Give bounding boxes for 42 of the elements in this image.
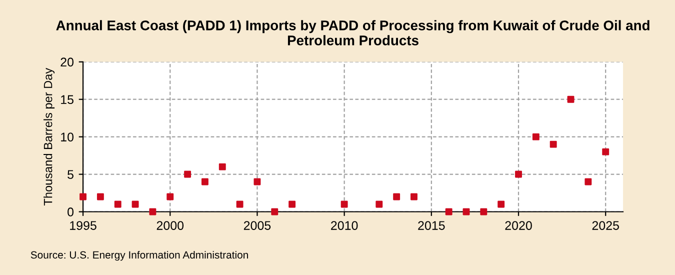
point: [584, 178, 592, 186]
point: [567, 96, 574, 103]
y-tick-label: 5: [68, 170, 74, 179]
point: [532, 133, 540, 140]
point: [184, 170, 192, 178]
x-tick-label: 2010: [331, 221, 358, 230]
point: [254, 178, 261, 186]
x-tick-label: 1995: [70, 221, 96, 230]
x-tick-label: 2025: [592, 221, 619, 230]
point: [410, 193, 418, 200]
point: [480, 208, 488, 216]
point: [462, 208, 470, 216]
y-tick-label: 15: [61, 95, 74, 104]
point: [236, 200, 244, 208]
point: [288, 200, 296, 208]
point: [376, 200, 383, 208]
point: [149, 208, 156, 216]
x-tick-label: 2015: [418, 221, 445, 230]
x-tick-label: 2020: [505, 221, 532, 230]
point: [80, 193, 86, 200]
y-tick-label: 20: [60, 58, 74, 67]
y-tick-label: 10: [61, 132, 74, 142]
point: [498, 200, 505, 208]
point: [445, 208, 452, 216]
point: [550, 140, 557, 148]
point: [340, 200, 348, 208]
point: [271, 208, 278, 216]
point: [602, 148, 610, 156]
y-axis-title: Thousand Barrels per Day: [44, 68, 55, 206]
source-note: Source: U.S. Energy Information Administration: [30, 250, 248, 261]
x-tick-label: 2005: [244, 221, 271, 230]
point: [218, 163, 226, 170]
point: [166, 193, 174, 200]
point: [393, 193, 400, 200]
x-tick-label: 2000: [156, 221, 184, 230]
point: [96, 193, 104, 200]
point: [515, 170, 522, 178]
point: [132, 200, 139, 208]
point: [114, 200, 122, 208]
y-tick-label: 0: [68, 208, 74, 216]
point: [201, 178, 208, 186]
chart-title: Annual East Coast (PADD 1) Imports by PADD of Processing from Kuwait of Crude Oil and Petroleum Products: [56, 20, 650, 46]
